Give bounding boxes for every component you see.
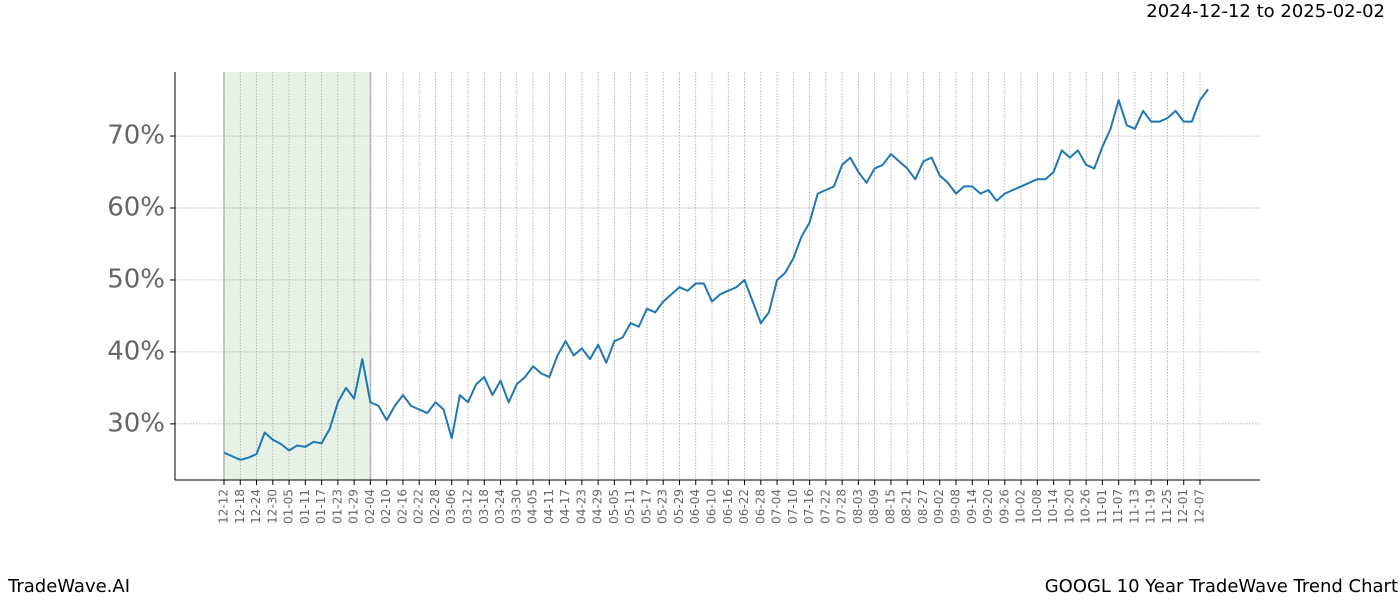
x-tick-label: 08-21 xyxy=(900,489,914,524)
x-tick-label: 01-17 xyxy=(314,489,328,524)
x-tick-label: 05-23 xyxy=(656,489,670,524)
x-tick-label: 07-22 xyxy=(818,489,832,524)
x-tick-label: 07-28 xyxy=(835,489,849,524)
y-tick-label: 30% xyxy=(107,408,165,438)
x-tick-label: 06-16 xyxy=(721,489,735,524)
x-tick-label: 03-30 xyxy=(509,489,523,524)
x-tick-label: 08-15 xyxy=(883,489,897,524)
x-tick-label: 03-18 xyxy=(477,489,491,524)
x-tick-label: 02-22 xyxy=(412,489,426,524)
x-tick-label: 01-29 xyxy=(347,489,361,524)
x-tick-label: 03-24 xyxy=(493,489,507,524)
x-tick-label: 04-29 xyxy=(591,489,605,524)
x-tick-label: 02-10 xyxy=(379,489,393,524)
y-tick-label: 40% xyxy=(107,336,165,366)
x-tick-label: 11-13 xyxy=(1127,489,1141,524)
x-tick-label: 02-16 xyxy=(395,489,409,524)
x-tick-label: 01-23 xyxy=(330,489,344,524)
x-tick-label: 01-11 xyxy=(298,489,312,524)
x-tick-label: 07-16 xyxy=(802,489,816,524)
x-tick-label: 10-26 xyxy=(1079,489,1093,524)
x-tick-label: 06-22 xyxy=(737,489,751,524)
x-tick-label: 11-25 xyxy=(1160,489,1174,524)
shaded-range xyxy=(224,72,371,480)
footer-left: TradeWave.AI xyxy=(7,576,130,597)
x-tick-label: 04-17 xyxy=(558,489,572,524)
x-tick-label: 04-05 xyxy=(526,489,540,524)
x-tick-label: 09-02 xyxy=(932,489,946,524)
x-tick-label: 06-10 xyxy=(705,489,719,524)
x-tick-label: 12-30 xyxy=(265,489,279,524)
x-tick-label: 10-08 xyxy=(1030,489,1044,524)
y-tick-label: 60% xyxy=(107,193,165,223)
x-tick-label: 12-12 xyxy=(217,489,231,524)
x-tick-label: 06-28 xyxy=(753,489,767,524)
x-tick-label: 05-11 xyxy=(623,489,637,524)
x-tick-label: 02-28 xyxy=(428,489,442,524)
x-tick-label: 06-04 xyxy=(688,489,702,524)
x-tick-label: 12-18 xyxy=(233,489,247,524)
x-tick-label: 03-06 xyxy=(444,489,458,524)
x-tick-label: 12-01 xyxy=(1176,489,1190,524)
x-tick-label: 04-11 xyxy=(542,489,556,524)
x-tick-label: 01-05 xyxy=(282,489,296,524)
line xyxy=(223,88,1209,461)
x-tick-label: 05-05 xyxy=(607,489,621,524)
date-range: 2024-12-12 to 2025-02-02 xyxy=(1146,1,1385,22)
x-tick-label: 05-29 xyxy=(672,489,686,524)
x-tick-label: 11-07 xyxy=(1111,489,1125,524)
x-tick-label: 12-07 xyxy=(1193,489,1207,524)
footer-right: GOOGL 10 Year TradeWave Trend Chart xyxy=(1045,576,1398,597)
x-tick-label: 08-03 xyxy=(851,489,865,524)
x-tick-label: 03-12 xyxy=(461,489,475,524)
x-tick-label: 10-02 xyxy=(1014,489,1028,524)
y-tick-label: 50% xyxy=(107,264,165,294)
x-tick-label: 11-01 xyxy=(1095,489,1109,524)
x-tick-label: 08-27 xyxy=(916,489,930,524)
x-tick-label: 05-17 xyxy=(639,489,653,524)
x-tick-label: 10-20 xyxy=(1062,489,1076,524)
x-tick-label: 09-14 xyxy=(965,489,979,524)
x-tick-label: 12-24 xyxy=(249,489,263,524)
y-tick-label: 70% xyxy=(107,121,165,151)
x-tick-label: 07-04 xyxy=(770,489,784,524)
x-tick-label: 02-04 xyxy=(363,489,377,524)
x-tick-label: 11-19 xyxy=(1144,489,1158,524)
x-tick-label: 09-20 xyxy=(981,489,995,524)
x-tick-label: 09-08 xyxy=(949,489,963,524)
x-tick-label: 08-09 xyxy=(867,489,881,524)
x-tick-label: 10-14 xyxy=(1046,489,1060,524)
x-tick-label: 09-26 xyxy=(997,489,1011,524)
x-tick-label: 07-10 xyxy=(786,489,800,524)
x-tick-label: 04-23 xyxy=(574,489,588,524)
